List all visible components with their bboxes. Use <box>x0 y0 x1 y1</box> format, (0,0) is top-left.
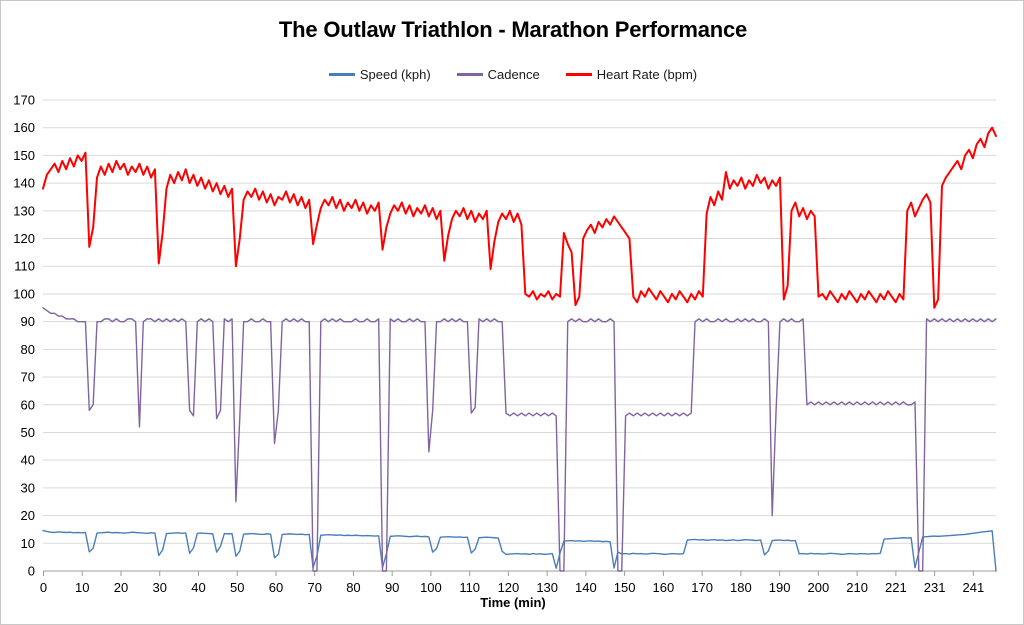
x-tick-label: 190 <box>769 580 791 595</box>
x-axis-ticks <box>43 571 974 576</box>
x-axis-title: Time (min) <box>480 595 546 610</box>
x-tick-label: 150 <box>614 580 636 595</box>
y-tick-label: 100 <box>13 286 35 301</box>
y-tick-label: 30 <box>21 480 35 495</box>
legend-item-speed: Speed (kph) <box>328 67 431 82</box>
y-tick-label: 50 <box>21 425 35 440</box>
x-tick-label: 30 <box>152 580 166 595</box>
y-tick-label: 110 <box>14 259 35 274</box>
legend-swatch-speed <box>328 73 355 76</box>
y-axis-tick-labels: 0 10 20 30 40 50 60 70 80 90 100 110 120 130 140 150 160… <box>13 93 35 579</box>
legend-item-cadence: Cadence <box>456 67 540 82</box>
legend-swatch-cadence <box>456 73 483 76</box>
x-tick-label: 231 <box>924 580 946 595</box>
x-tick-label: 80 <box>346 580 360 595</box>
y-tick-label: 120 <box>13 231 35 246</box>
x-tick-label: 0 <box>40 580 47 595</box>
legend-item-heart-rate: Heart Rate (bpm) <box>565 67 698 82</box>
legend-swatch-heart-rate <box>565 73 592 76</box>
x-tick-label: 120 <box>498 580 520 595</box>
x-tick-label: 241 <box>962 580 984 595</box>
series-heart-rate <box>42 126 997 309</box>
y-tick-label: 150 <box>13 148 35 163</box>
x-tick-label: 160 <box>653 580 675 595</box>
legend-label-speed: Speed (kph) <box>359 67 431 82</box>
x-axis-tick-labels: 0 10 20 30 40 50 60 70 80 90 100 110 120 130 140 150 160… <box>40 580 984 595</box>
y-tick-label: 80 <box>21 342 35 357</box>
x-tick-label: 200 <box>808 580 830 595</box>
x-tick-label: 60 <box>269 580 283 595</box>
x-tick-label: 140 <box>575 580 597 595</box>
x-tick-label: 10 <box>75 580 89 595</box>
chart-title: The Outlaw Triathlon - Marathon Performa… <box>278 17 748 42</box>
x-tick-label: 90 <box>385 580 399 595</box>
x-tick-label: 221 <box>885 580 907 595</box>
y-tick-label: 20 <box>21 508 35 523</box>
data-series-group <box>42 126 997 572</box>
y-tick-label: 0 <box>28 564 35 579</box>
x-tick-label: 20 <box>114 580 128 595</box>
y-tick-label: 40 <box>21 453 35 468</box>
x-tick-label: 110 <box>459 580 480 595</box>
gridlines <box>43 99 996 572</box>
x-tick-label: 70 <box>307 580 321 595</box>
y-tick-label: 60 <box>21 397 35 412</box>
y-tick-label: 70 <box>21 370 35 385</box>
legend-label-heart-rate: Heart Rate (bpm) <box>596 67 698 82</box>
series-speed <box>42 529 997 572</box>
series-cadence <box>42 307 997 572</box>
y-tick-label: 130 <box>13 203 35 218</box>
x-tick-label: 170 <box>691 580 713 595</box>
y-tick-label: 90 <box>21 314 35 329</box>
legend-label-cadence: Cadence <box>487 67 540 82</box>
y-tick-label: 10 <box>21 536 35 551</box>
x-tick-label: 180 <box>730 580 752 595</box>
chart-legend: Speed (kph) Cadence Heart Rate (bpm) <box>1 67 1023 82</box>
x-tick-label: 50 <box>230 580 244 595</box>
x-tick-label: 210 <box>846 580 868 595</box>
y-tick-label: 170 <box>13 93 35 108</box>
x-tick-label: 40 <box>191 580 205 595</box>
x-tick-label: 130 <box>536 580 558 595</box>
y-tick-label: 160 <box>13 120 35 135</box>
x-tick-label: 100 <box>420 580 442 595</box>
y-tick-label: 140 <box>13 176 35 191</box>
